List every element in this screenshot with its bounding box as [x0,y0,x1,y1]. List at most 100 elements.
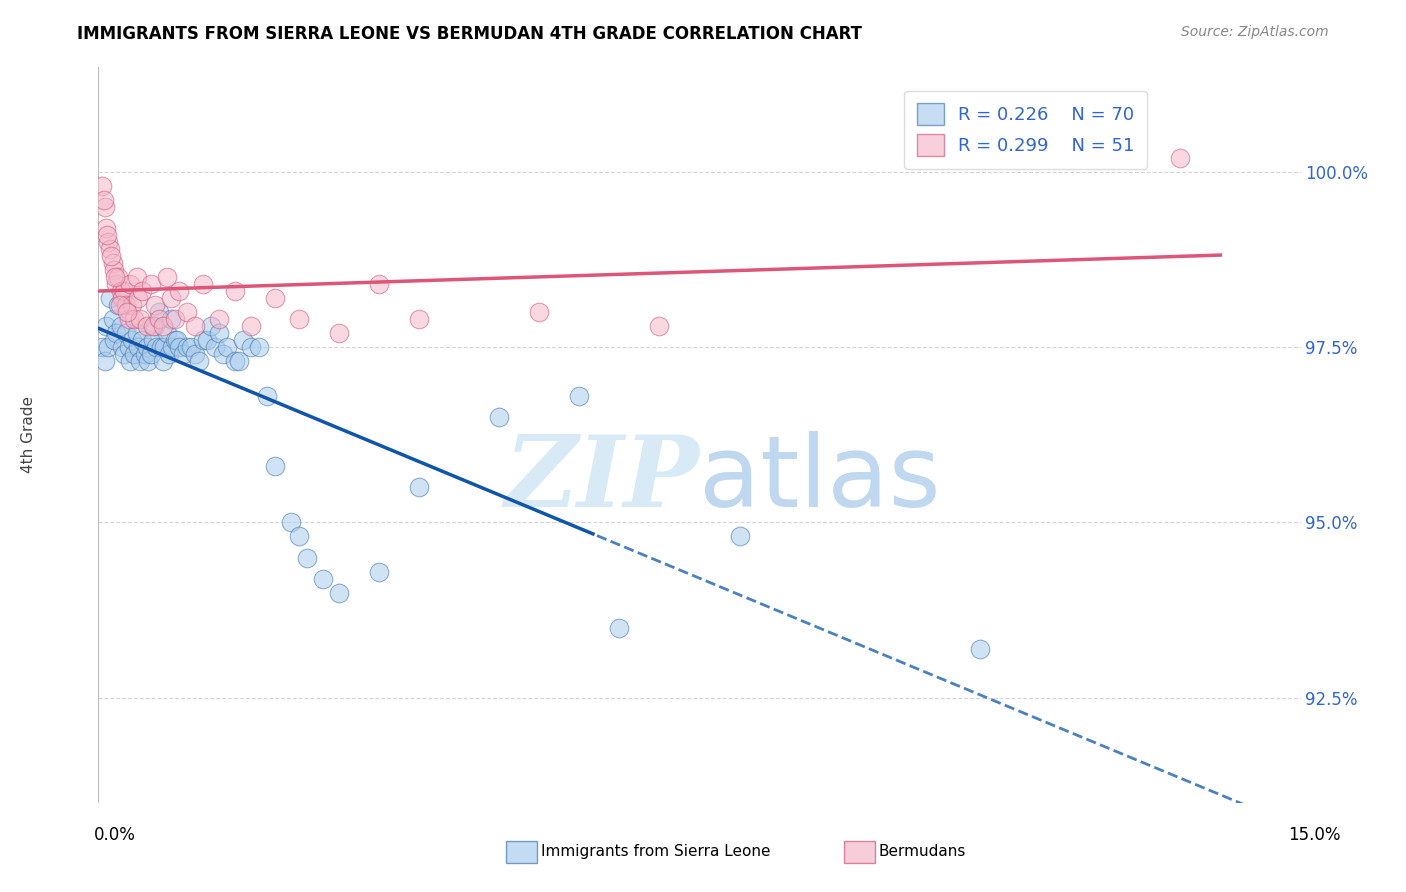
Point [328,585,350,599]
Point [163,333,186,347]
Point [280,516,302,530]
Point [408,480,430,494]
Point [211,347,233,361]
Point [135,340,157,354]
Point [115,326,138,341]
Point [180,340,202,354]
Point [105,326,128,341]
Point [728,529,751,543]
Point [176,305,198,319]
Point [93,193,115,207]
Text: ZIP: ZIP [505,431,699,527]
Point [263,291,285,305]
Point [408,312,430,326]
Point [110,284,132,298]
Point [239,340,262,354]
Point [117,305,139,319]
Point [142,333,165,347]
Point [195,333,218,347]
Point [232,333,254,347]
Point [143,298,166,312]
Point [121,333,143,347]
Text: IMMIGRANTS FROM SIERRA LEONE VS BERMUDAN 4TH GRADE CORRELATION CHART: IMMIGRANTS FROM SIERRA LEONE VS BERMUDAN… [77,25,862,43]
Point [139,347,162,361]
Point [328,326,350,341]
Point [208,312,231,326]
Point [191,333,214,347]
Point [96,228,118,243]
Point [139,277,162,292]
Point [149,340,172,354]
Point [648,319,671,334]
Point [96,319,118,334]
Point [104,270,127,285]
Text: Bermudans: Bermudans [879,844,966,859]
Point [183,347,205,361]
Point [101,256,124,270]
Point [228,354,250,368]
Point [159,291,181,305]
Point [101,312,124,326]
Point [107,270,129,285]
Point [152,354,174,368]
Point [118,340,141,354]
Point [609,621,631,635]
Point [110,319,132,334]
Point [96,221,118,235]
Point [152,319,174,334]
Legend: R = 0.226    N = 70, R = 0.299    N = 51: R = 0.226 N = 70, R = 0.299 N = 51 [904,91,1147,169]
Point [128,291,150,305]
Text: Immigrants from Sierra Leone: Immigrants from Sierra Leone [541,844,770,859]
Point [120,354,142,368]
Point [488,410,510,425]
Point [142,319,165,334]
Point [176,340,198,354]
Point [136,354,159,368]
Point [94,354,117,368]
Text: Source: ZipAtlas.com: Source: ZipAtlas.com [1181,25,1329,39]
Point [157,347,180,361]
Point [115,298,138,312]
Point [529,305,551,319]
Point [148,305,170,319]
Point [103,333,125,347]
Point [148,312,170,326]
Point [143,319,166,334]
Point [166,333,188,347]
Y-axis label: 4th Grade: 4th Grade [21,396,37,474]
Point [208,326,231,341]
Point [131,333,153,347]
Point [155,326,177,341]
Point [167,340,190,354]
Point [111,340,134,354]
Text: 0.0%: 0.0% [94,826,136,844]
Point [295,550,318,565]
Point [129,312,152,326]
Point [256,389,278,403]
Point [131,284,153,298]
Point [100,291,122,305]
Point [187,354,209,368]
Point [100,249,122,263]
Point [969,641,991,656]
Point [124,347,146,361]
Text: atlas: atlas [699,431,941,527]
Point [160,340,183,354]
Point [120,277,142,292]
Point [239,319,262,334]
Point [145,340,167,354]
Point [191,277,214,292]
Point [97,235,120,249]
Point [263,459,285,474]
Point [91,340,114,354]
Point [247,340,270,354]
Point [312,572,335,586]
Point [215,340,238,354]
Point [224,284,246,298]
Point [118,312,141,326]
Point [1170,151,1192,165]
Point [112,284,135,298]
Point [91,179,114,194]
Point [287,312,309,326]
Point [111,291,134,305]
